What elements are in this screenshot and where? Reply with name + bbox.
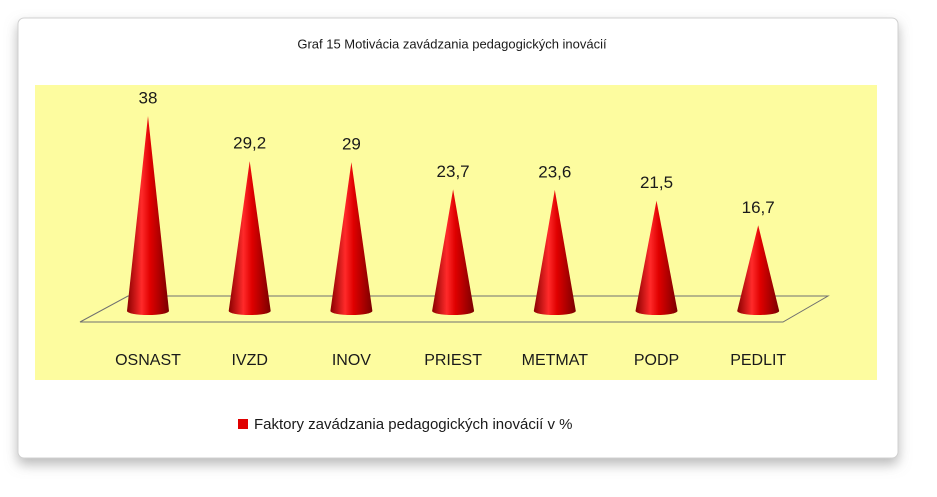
cone <box>737 225 780 315</box>
x-tick-label: PODP <box>634 352 679 369</box>
cone <box>127 116 169 315</box>
chart-title: Graf 15 Motivácia zavádzania pedagogický… <box>297 36 607 51</box>
x-tick-label: PEDLIT <box>730 352 786 369</box>
cone <box>330 162 373 315</box>
legend-swatch <box>238 419 248 429</box>
cone <box>635 200 678 315</box>
data-label: 23,7 <box>437 162 470 181</box>
cone <box>533 189 576 315</box>
data-label: 29 <box>342 135 361 154</box>
x-tick-label: METMAT <box>522 352 589 369</box>
legend-label: Faktory zavádzania pedagogických inováci… <box>254 416 573 433</box>
data-label: 38 <box>139 88 158 107</box>
cone <box>228 161 271 315</box>
data-label: 16,7 <box>742 198 775 217</box>
x-tick-label: INOV <box>332 352 371 369</box>
data-label: 21,5 <box>640 173 673 192</box>
data-label: 23,6 <box>538 162 571 181</box>
x-tick-label: IVZD <box>231 352 267 369</box>
data-label: 29,2 <box>233 134 266 153</box>
cone <box>432 189 475 315</box>
x-tick-label: PRIEST <box>424 352 482 369</box>
x-tick-label: OSNAST <box>115 352 181 369</box>
